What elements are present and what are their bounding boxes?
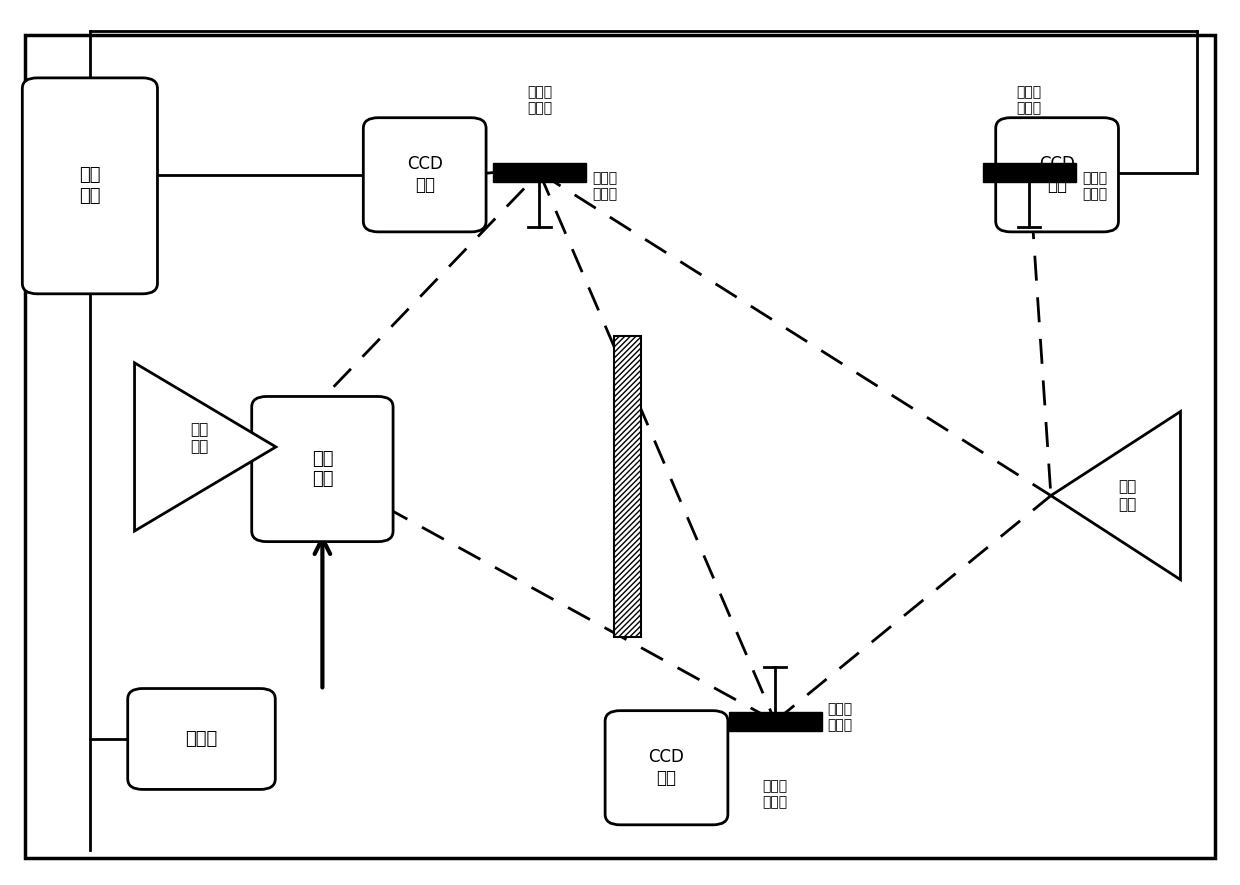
Text: CCD
阵列: CCD 阵列 — [649, 749, 684, 787]
Text: 中继反
射元件: 中继反 射元件 — [828, 702, 853, 732]
Bar — [494, 163, 587, 182]
FancyBboxPatch shape — [252, 396, 393, 542]
FancyBboxPatch shape — [605, 711, 728, 825]
Text: 中继反
射元件: 中继反 射元件 — [1081, 171, 1107, 201]
Text: 方向感
知中继: 方向感 知中继 — [763, 779, 787, 809]
Text: 方向感
知中继: 方向感 知中继 — [527, 85, 552, 115]
FancyBboxPatch shape — [128, 689, 275, 789]
FancyBboxPatch shape — [22, 78, 157, 294]
FancyBboxPatch shape — [363, 118, 486, 232]
Bar — [982, 163, 1075, 182]
Text: CCD
阵列: CCD 阵列 — [407, 156, 443, 194]
Text: 逆反
射器: 逆反 射器 — [190, 422, 208, 454]
Polygon shape — [134, 363, 275, 531]
FancyBboxPatch shape — [996, 118, 1118, 232]
Text: 方向感
知中继: 方向感 知中继 — [1017, 85, 1042, 115]
Bar — [614, 336, 641, 637]
Polygon shape — [1052, 412, 1180, 580]
Text: 逆反
射器: 逆反 射器 — [1118, 480, 1137, 512]
Text: 中继反
射元件: 中继反 射元件 — [593, 171, 618, 201]
Text: 泵浦源: 泵浦源 — [185, 730, 218, 748]
Text: 主控
单元: 主控 单元 — [79, 166, 100, 205]
Bar — [729, 712, 821, 731]
Text: CCD
阵列: CCD 阵列 — [1039, 156, 1075, 194]
Text: 增益
介质: 增益 介质 — [311, 450, 334, 489]
